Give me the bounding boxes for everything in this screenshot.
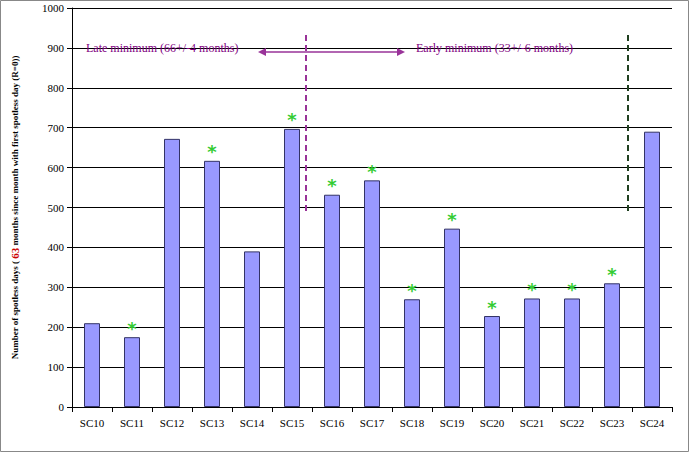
svg-text:SC22: SC22: [560, 417, 584, 429]
svg-text:SC12: SC12: [160, 417, 184, 429]
svg-text:*: *: [407, 280, 417, 301]
svg-text:100: 100: [48, 361, 65, 373]
svg-text:SC18: SC18: [400, 417, 425, 429]
svg-text:500: 500: [48, 202, 65, 214]
svg-text:200: 200: [48, 321, 65, 333]
svg-text:*: *: [327, 175, 337, 196]
svg-text:*: *: [287, 109, 297, 130]
svg-text:SC24: SC24: [640, 417, 665, 429]
svg-text:*: *: [567, 279, 577, 300]
svg-text:SC16: SC16: [320, 417, 345, 429]
svg-text:Late minimum (66+/-4 months): Late minimum (66+/-4 months): [86, 41, 238, 55]
svg-text:600: 600: [48, 162, 65, 174]
svg-text:Number of spotless days (: Number of spotless days (: [10, 259, 20, 360]
svg-text:*: *: [207, 141, 217, 162]
svg-text:*: *: [127, 318, 137, 339]
svg-text:800: 800: [48, 82, 65, 94]
svg-text:SC10: SC10: [80, 417, 105, 429]
svg-text:SC21: SC21: [520, 417, 544, 429]
svg-text:SC14: SC14: [240, 417, 265, 429]
svg-text:700: 700: [48, 122, 65, 134]
svg-text:SC11: SC11: [120, 417, 144, 429]
svg-text:1000: 1000: [42, 2, 65, 14]
svg-text:months since month with first: months since month with first spotless d…: [10, 56, 20, 248]
svg-text:63: 63: [9, 247, 21, 259]
svg-text:*: *: [447, 209, 457, 230]
svg-text:Early minimum (33+/-6 months): Early minimum (33+/-6 months): [416, 41, 573, 55]
svg-text:SC23: SC23: [600, 417, 625, 429]
svg-text:0: 0: [59, 401, 65, 413]
svg-text:*: *: [527, 279, 537, 300]
svg-text:300: 300: [48, 281, 65, 293]
svg-text:SC20: SC20: [480, 417, 505, 429]
svg-text:SC15: SC15: [280, 417, 305, 429]
svg-text:SC19: SC19: [440, 417, 465, 429]
svg-text:SC13: SC13: [200, 417, 225, 429]
svg-text:SC17: SC17: [360, 417, 385, 429]
svg-text:*: *: [607, 264, 617, 285]
svg-text:400: 400: [48, 241, 65, 253]
svg-text:*: *: [487, 297, 497, 318]
svg-text:900: 900: [48, 42, 65, 54]
svg-text:*: *: [367, 161, 377, 182]
